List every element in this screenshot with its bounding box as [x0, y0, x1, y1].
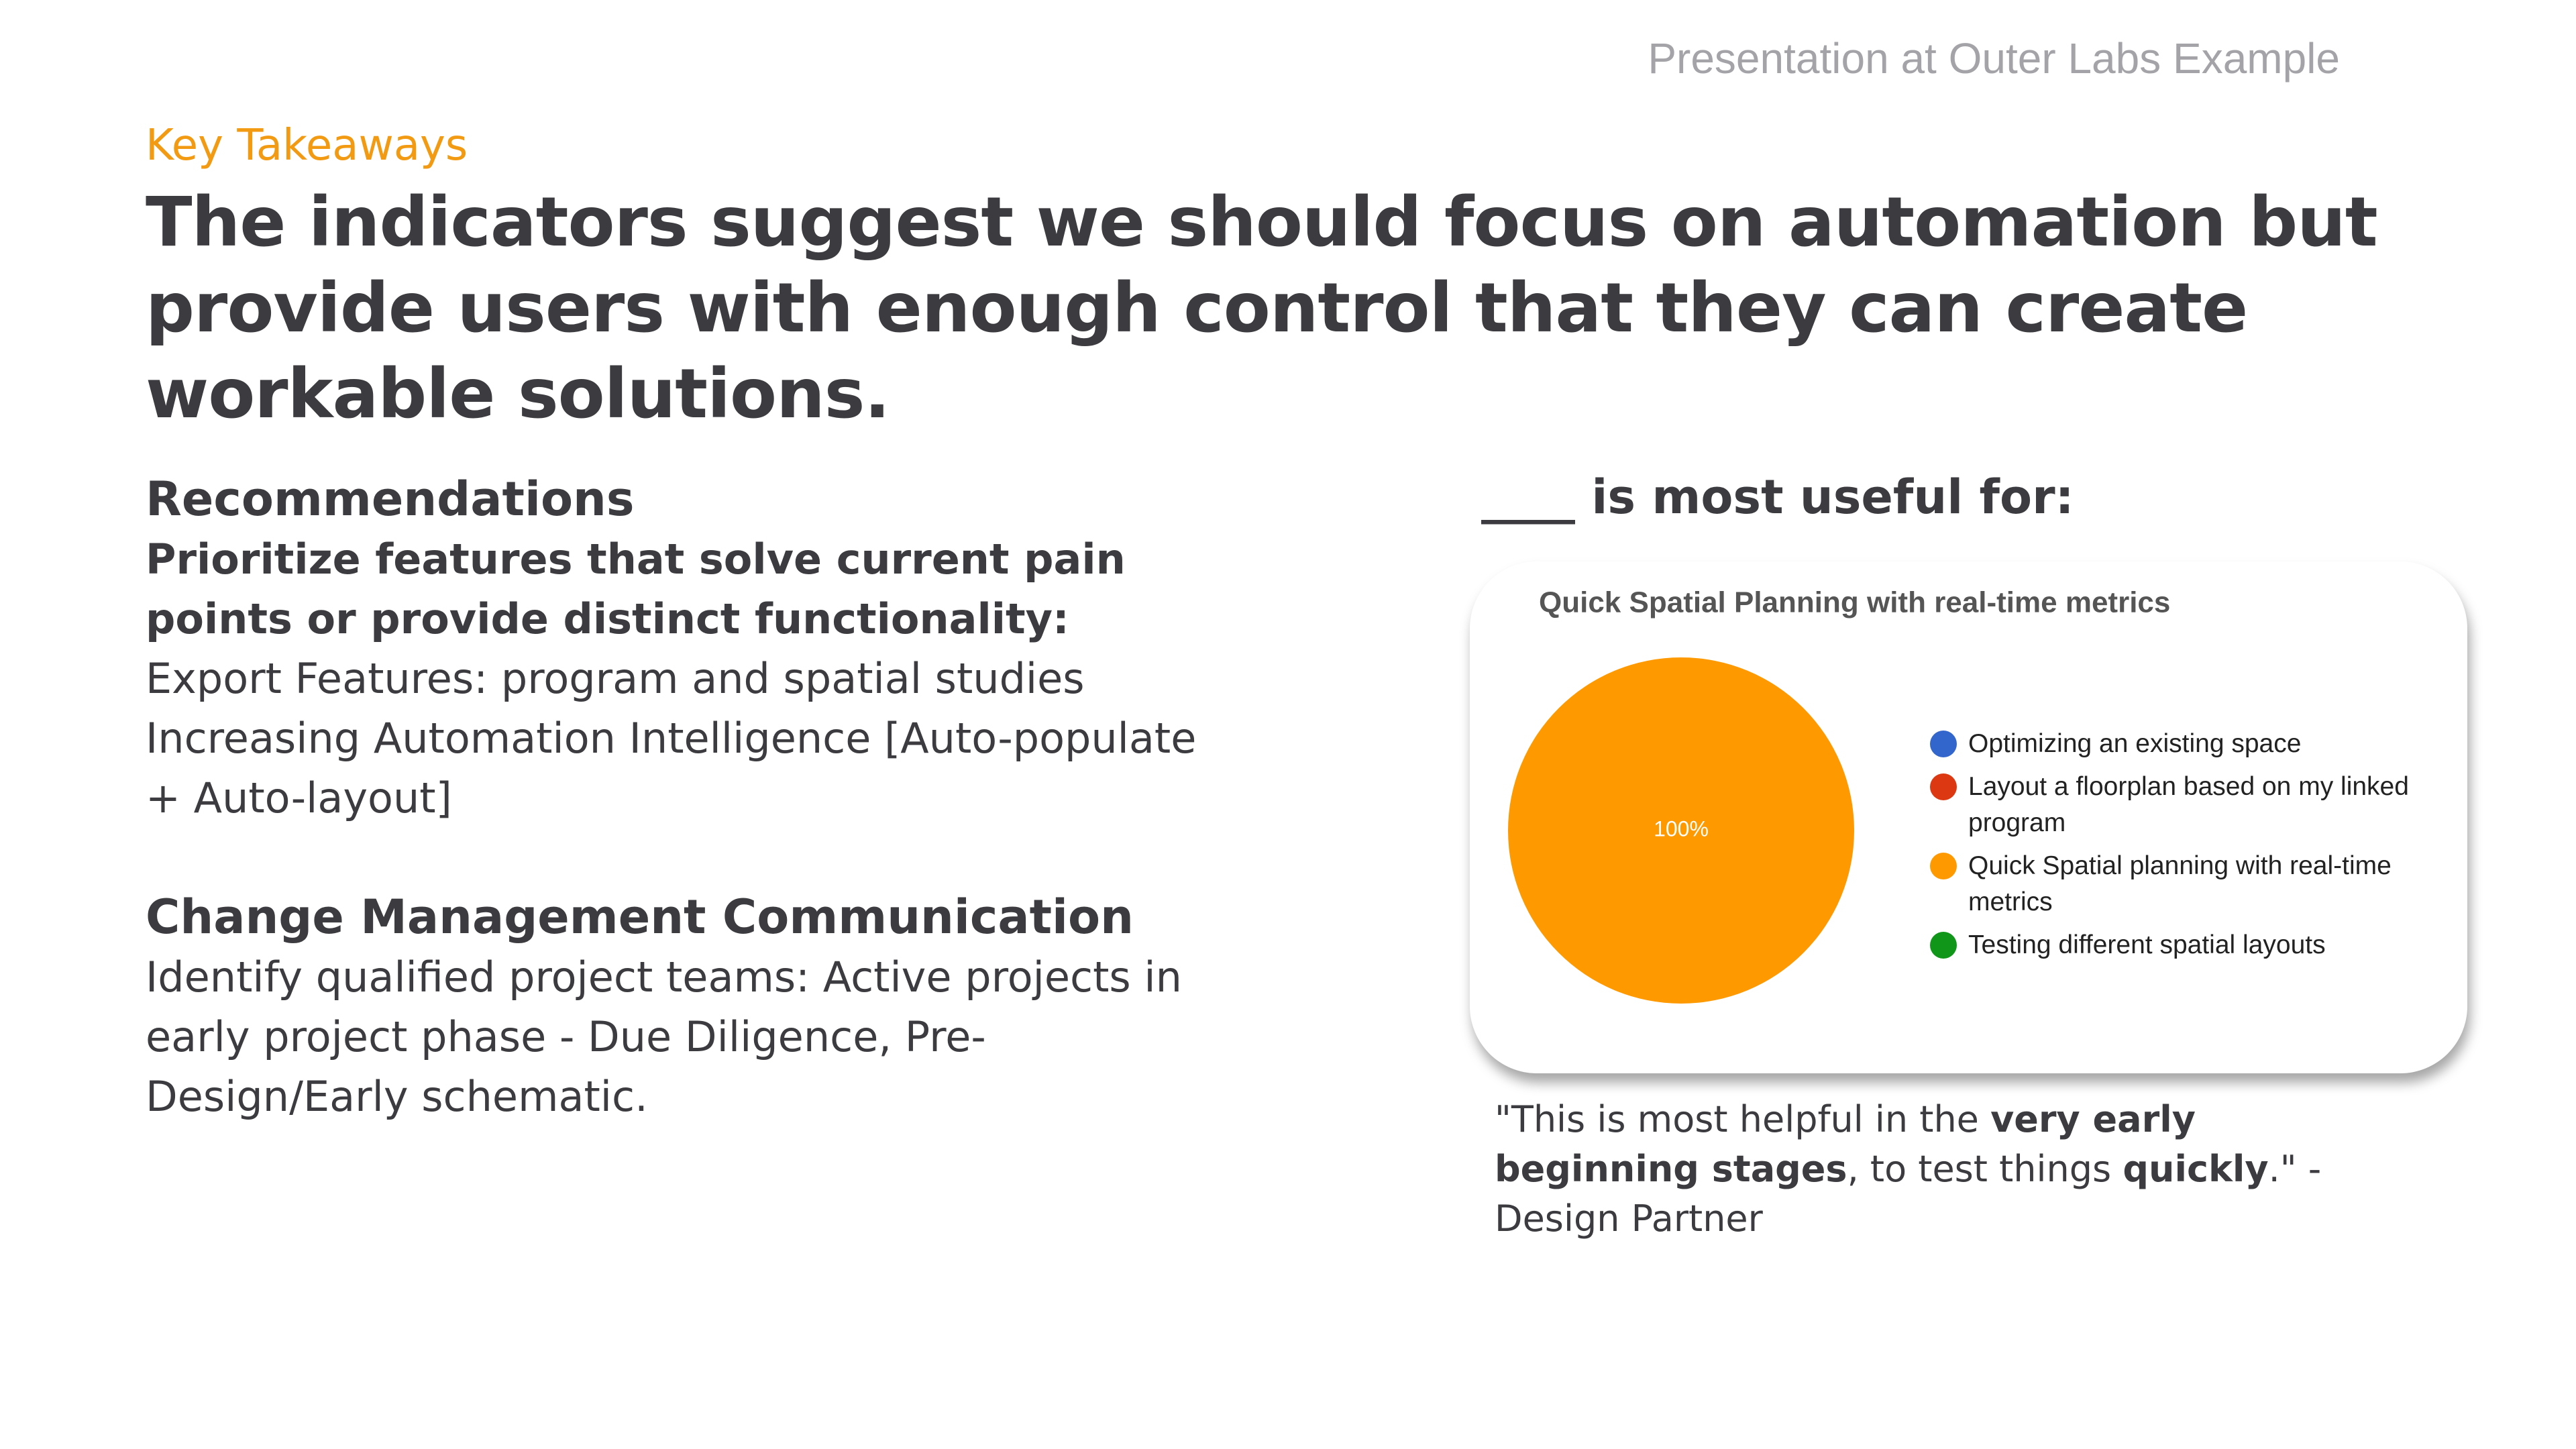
data-label: 100%: [1654, 816, 1709, 841]
legend-swatch: [1930, 853, 1957, 879]
section-heading: Recommendations: [146, 472, 635, 527]
legend-entry: Layout a floorplan based on my linked pr…: [1930, 769, 2426, 841]
quote-run: quickly: [2123, 1148, 2269, 1190]
item: Export Features: program and spatial stu…: [146, 654, 1085, 703]
item: Increasing Automation Intelligence [Auto…: [146, 714, 1197, 822]
legend-label: Quick Spatial planning with real-time me…: [1968, 851, 2392, 916]
recommendations: Recommendations Prioritize features that…: [146, 470, 1219, 1126]
pie-slice: [1508, 657, 1854, 1004]
legend: Optimizing an existing space Layout a flo…: [1930, 726, 2426, 970]
subheading: Prioritize features that solve current p…: [146, 535, 1126, 643]
chart-title: Quick Spatial Planning with real-time me…: [1539, 586, 2170, 619]
headline: The indicators suggest we should focus o…: [146, 182, 2378, 434]
legend-label: Layout a floorplan based on my linked pr…: [1968, 772, 2409, 837]
legend-swatch: [1930, 932, 1957, 959]
legend-swatch: [1930, 773, 1957, 800]
legend-label: Testing different spatial layouts: [1968, 930, 2326, 959]
section-heading: Change Management Communication: [146, 890, 1134, 945]
legend-swatch: [1930, 731, 1957, 757]
legend-entry: Quick Spatial planning with real-time me…: [1930, 848, 2426, 920]
legend-label: Optimizing an existing space: [1968, 729, 2302, 758]
chart-card: Quick Spatial Planning with real-time me…: [1470, 561, 2467, 1073]
quote-run: very early beginning stages: [1495, 1098, 2196, 1190]
legend-entry: Testing different spatial layouts: [1930, 927, 2426, 963]
quote-run: "This is most helpful in the: [1495, 1098, 1991, 1140]
quote-run: , to test things: [1847, 1148, 2123, 1190]
header-label: Presentation at Outer Labs Example: [1648, 34, 2340, 83]
eyebrow: Key Takeaways: [146, 121, 468, 170]
legend-entry: Optimizing an existing space: [1930, 726, 2426, 762]
quote-run: ." - Design Partner: [1495, 1148, 2322, 1240]
chart: Quick Spatial Planning with real-time me…: [1508, 586, 2170, 1004]
chart-heading: ____ is most useful for:: [1481, 470, 2074, 525]
body-text: Identify qualified project teams: Active…: [146, 953, 1182, 1121]
quote: "This is most helpful in the very early …: [1495, 1095, 2340, 1244]
